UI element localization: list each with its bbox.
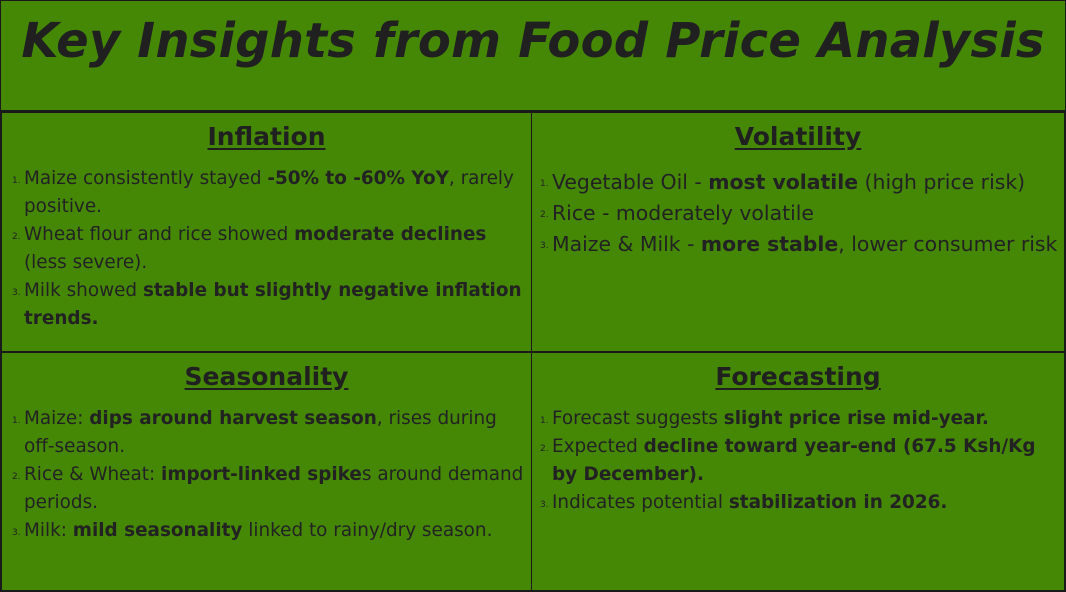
item-emphasis: most volatile xyxy=(708,170,859,194)
item-emphasis: moderate declines xyxy=(294,224,487,245)
item-emphasis: mild seasonality xyxy=(72,520,243,541)
item-text: Vegetable Oil - xyxy=(552,170,709,194)
item-text: Forecast suggests xyxy=(552,408,724,429)
list-item: Milk showed stable but slightly negative… xyxy=(12,277,531,333)
title-bar: Key Insights from Food Price Analysis xyxy=(0,0,1066,112)
list-item: Vegetable Oil - most volatile (high pric… xyxy=(540,167,1064,200)
item-text: Maize & Milk - xyxy=(552,232,701,256)
item-emphasis: decline toward year-end (67.5 Ksh/Kg by … xyxy=(552,436,1036,485)
list-item: Maize: dips around harvest season, rises… xyxy=(12,405,531,461)
item-text: linked to rainy/dry season. xyxy=(242,520,493,541)
insights-grid: Inflation Maize consistently stayed -50%… xyxy=(0,111,1066,592)
volatility-heading: Volatility xyxy=(734,122,862,151)
list-item: Rice & Wheat: import-linked spikes aroun… xyxy=(12,461,531,517)
seasonality-panel: Seasonality Maize: dips around harvest s… xyxy=(0,351,532,592)
item-text: (high price risk) xyxy=(858,170,1026,194)
item-text: Maize: xyxy=(24,408,90,429)
list-item: Forecast suggests slight price rise mid-… xyxy=(540,405,1064,435)
item-text: Rice & Wheat: xyxy=(24,464,162,485)
item-text: Milk: xyxy=(24,520,73,541)
item-emphasis: stable but slightly negative inflation t… xyxy=(24,280,522,329)
inflation-panel: Inflation Maize consistently stayed -50%… xyxy=(0,111,532,353)
list-item: Maize consistently stayed -50% to -60% Y… xyxy=(12,165,531,221)
item-text: , rarely positive. xyxy=(24,168,514,217)
item-text: Indicates potential xyxy=(552,492,729,513)
list-item: Indicates potential stabilization in 202… xyxy=(540,489,1064,519)
volatility-list: Vegetable Oil - most volatile (high pric… xyxy=(532,167,1064,262)
list-item: Expected decline toward year-end (67.5 K… xyxy=(540,433,1064,489)
item-emphasis: stabilization in 2026. xyxy=(728,492,948,513)
item-emphasis: dips around harvest season xyxy=(89,408,377,429)
item-text: , rises during off-season. xyxy=(24,408,497,457)
seasonality-list: Maize: dips around harvest season, rises… xyxy=(2,405,531,547)
seasonality-heading: Seasonality xyxy=(184,362,349,391)
list-item: Maize & Milk - more stable, lower consum… xyxy=(540,229,1064,262)
item-emphasis: -50% to -60% YoY xyxy=(267,168,449,189)
item-text: (less severe). xyxy=(24,252,148,273)
item-text: Expected xyxy=(552,436,644,457)
item-text: , lower consumer risk xyxy=(838,232,1058,256)
item-text: Maize consistently stayed xyxy=(24,168,268,189)
list-item: Rice - moderately volatile xyxy=(540,198,1064,231)
inflation-heading: Inflation xyxy=(207,122,326,151)
list-item: Milk: mild seasonality linked to rainy/d… xyxy=(12,517,531,547)
forecasting-list: Forecast suggests slight price rise mid-… xyxy=(532,405,1064,519)
item-text: Wheat flour and rice showed xyxy=(24,224,295,245)
item-emphasis: slight price rise mid-year. xyxy=(723,408,989,429)
list-item: Wheat flour and rice showed moderate dec… xyxy=(12,221,531,277)
item-emphasis: more stable xyxy=(700,232,839,256)
inflation-list: Maize consistently stayed -50% to -60% Y… xyxy=(2,165,531,333)
volatility-panel: Volatility Vegetable Oil - most volatile… xyxy=(531,111,1066,353)
item-text: Milk showed xyxy=(24,280,143,301)
forecasting-heading: Forecasting xyxy=(715,362,881,391)
forecasting-panel: Forecasting Forecast suggests slight pri… xyxy=(531,351,1066,592)
page-title: Key Insights from Food Price Analysis xyxy=(21,13,1045,69)
item-text: s around demand periods. xyxy=(24,464,524,513)
item-text: Rice - moderately volatile xyxy=(552,201,814,225)
item-emphasis: import-linked spike xyxy=(161,464,362,485)
